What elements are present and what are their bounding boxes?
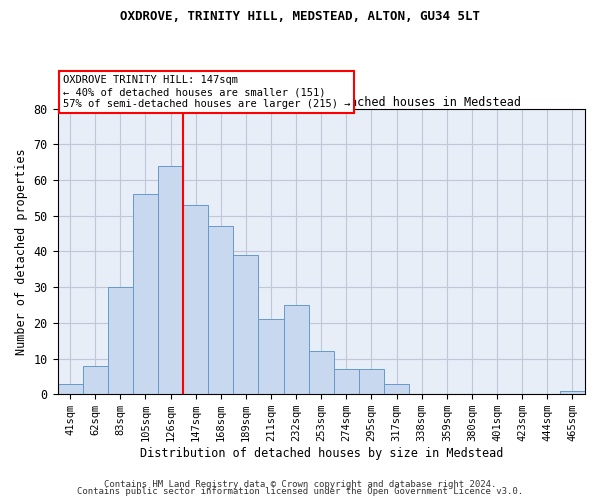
Bar: [133, 194, 158, 394]
X-axis label: Distribution of detached houses by size in Medstead: Distribution of detached houses by size …: [140, 447, 503, 460]
Bar: [560, 390, 585, 394]
Title: Size of property relative to detached houses in Medstead: Size of property relative to detached ho…: [122, 96, 521, 108]
Text: OXDROVE, TRINITY HILL, MEDSTEAD, ALTON, GU34 5LT: OXDROVE, TRINITY HILL, MEDSTEAD, ALTON, …: [120, 10, 480, 23]
Bar: [384, 384, 409, 394]
Bar: [158, 166, 183, 394]
Bar: [284, 305, 309, 394]
Bar: [208, 226, 233, 394]
Bar: [233, 255, 259, 394]
Bar: [58, 384, 83, 394]
Bar: [359, 369, 384, 394]
Bar: [309, 352, 334, 394]
Y-axis label: Number of detached properties: Number of detached properties: [15, 148, 28, 355]
Text: Contains HM Land Registry data © Crown copyright and database right 2024.: Contains HM Land Registry data © Crown c…: [104, 480, 496, 489]
Bar: [83, 366, 108, 394]
Bar: [334, 369, 359, 394]
Text: Contains public sector information licensed under the Open Government Licence v3: Contains public sector information licen…: [77, 487, 523, 496]
Text: OXDROVE TRINITY HILL: 147sqm
← 40% of detached houses are smaller (151)
57% of s: OXDROVE TRINITY HILL: 147sqm ← 40% of de…: [63, 76, 350, 108]
Bar: [183, 205, 208, 394]
Bar: [108, 287, 133, 394]
Bar: [259, 320, 284, 394]
